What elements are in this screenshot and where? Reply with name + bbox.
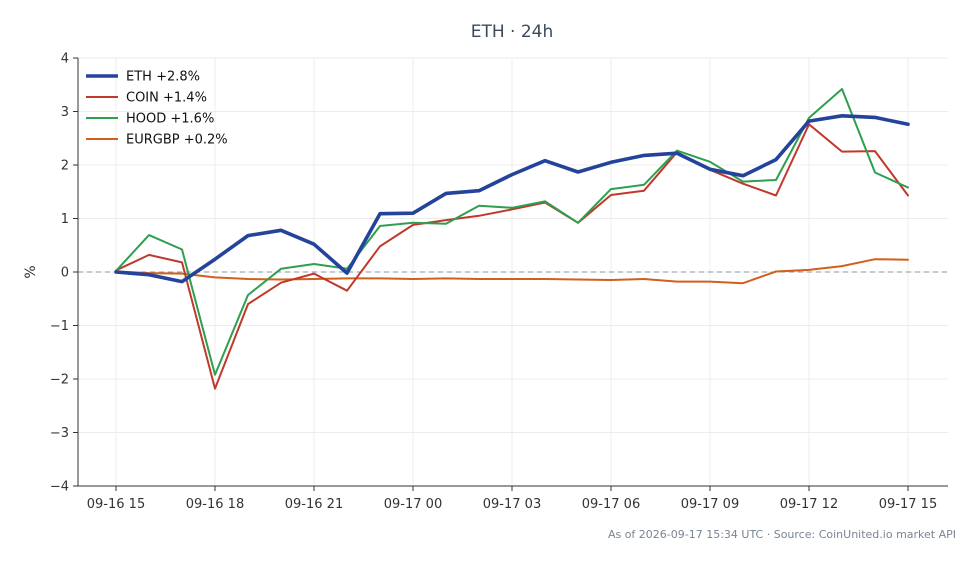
series-line-coin (115, 123, 909, 390)
legend-label: EURGBP +0.2% (126, 133, 228, 148)
y-tick-label: 3 (61, 105, 69, 120)
series-line-hood (115, 88, 909, 376)
x-axis-ticks: 09-16 15 09-16 18 09-16 21 09-17 00 09-17 03… (87, 486, 937, 512)
legend: ETH +2.8% COIN +1.4% HOOD +1.6% EURGBP +0.2… (86, 70, 228, 148)
y-axis-label: % (23, 265, 39, 278)
legend-label: HOOD +1.6% (126, 112, 214, 127)
y-tick-label: −1 (50, 319, 69, 334)
x-tick-label: 09-17 03 (483, 497, 541, 512)
source-footer: As of 2026-09-17 15:34 UTC · Source: Coi… (608, 528, 956, 541)
series-lines (114, 88, 910, 390)
x-tick-label: 09-17 00 (384, 497, 442, 512)
x-tick-label: 09-16 21 (285, 497, 343, 512)
y-tick-label: −2 (50, 373, 69, 388)
y-axis-ticks: −4 −3 −2 −1 0 1 2 3 4 (50, 52, 78, 495)
y-tick-label: −4 (50, 480, 69, 495)
legend-label: ETH +2.8% (126, 70, 200, 85)
y-tick-label: 0 (61, 266, 69, 281)
y-tick-label: −3 (50, 426, 69, 441)
series-line-eth (114, 114, 910, 284)
x-tick-label: 09-17 15 (879, 497, 937, 512)
legend-label: COIN +1.4% (126, 91, 207, 106)
y-tick-label: 4 (61, 52, 69, 67)
series-line-eurgbp (115, 258, 909, 285)
x-tick-label: 09-16 18 (186, 497, 244, 512)
x-tick-label: 09-17 09 (681, 497, 739, 512)
y-tick-label: 1 (61, 212, 69, 227)
x-tick-label: 09-16 15 (87, 497, 145, 512)
x-tick-label: 09-17 12 (780, 497, 838, 512)
x-tick-label: 09-17 06 (582, 497, 640, 512)
chart-title: ETH · 24h (471, 22, 554, 42)
y-tick-label: 2 (61, 159, 69, 174)
